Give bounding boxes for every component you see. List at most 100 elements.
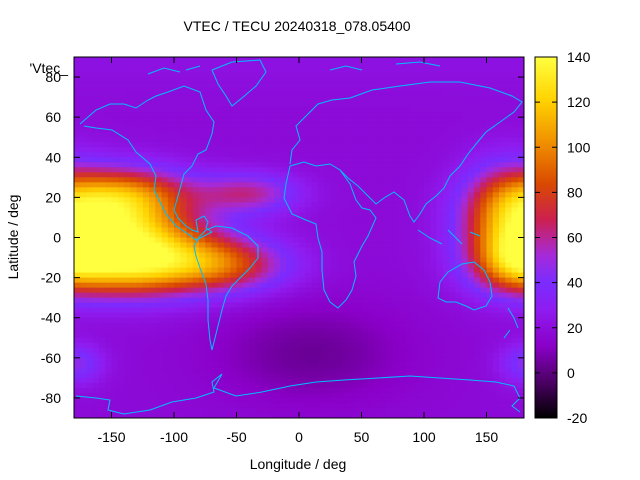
heatmap-cell bbox=[342, 307, 350, 314]
heatmap-cell bbox=[449, 87, 456, 93]
heatmap-cell bbox=[130, 357, 138, 364]
heatmap-cell bbox=[199, 267, 206, 274]
heatmap-cell bbox=[99, 222, 106, 229]
heatmap-cell bbox=[255, 272, 263, 279]
heatmap-cell bbox=[467, 112, 475, 118]
heatmap-cell bbox=[342, 167, 350, 173]
heatmap-cell bbox=[367, 177, 375, 183]
heatmap-cell bbox=[474, 192, 481, 198]
heatmap-cell bbox=[74, 62, 81, 68]
heatmap-cell bbox=[511, 377, 519, 384]
heatmap-cell bbox=[149, 122, 156, 128]
heatmap-cell bbox=[180, 112, 188, 118]
heatmap-cell bbox=[392, 77, 400, 83]
heatmap-cell bbox=[74, 107, 81, 113]
heatmap-cell bbox=[499, 242, 506, 249]
heatmap-cell bbox=[317, 397, 325, 404]
heatmap-cell bbox=[255, 187, 263, 193]
heatmap-cell bbox=[80, 97, 88, 103]
heatmap-cell bbox=[242, 292, 250, 299]
heatmap-cell bbox=[511, 337, 519, 344]
heatmap-cell bbox=[392, 282, 400, 289]
heatmap-cell bbox=[261, 152, 269, 158]
heatmap-cell bbox=[130, 252, 138, 259]
heatmap-cell bbox=[230, 162, 238, 168]
heatmap-cell bbox=[311, 202, 319, 209]
heatmap-cell bbox=[467, 202, 475, 209]
heatmap-cell bbox=[192, 342, 200, 349]
heatmap-cell bbox=[424, 372, 431, 379]
heatmap-cell bbox=[474, 77, 481, 83]
heatmap-cell bbox=[455, 272, 463, 279]
heatmap-cell bbox=[99, 97, 106, 103]
heatmap-cell bbox=[492, 232, 500, 239]
heatmap-cell bbox=[380, 137, 388, 143]
heatmap-cell bbox=[430, 392, 438, 399]
heatmap-cell bbox=[486, 317, 494, 324]
heatmap-cell bbox=[474, 357, 481, 364]
heatmap-cell bbox=[455, 142, 463, 148]
heatmap-cell bbox=[330, 137, 338, 143]
heatmap-cell bbox=[286, 327, 294, 334]
heatmap-cell bbox=[355, 297, 363, 304]
heatmap-cell bbox=[480, 257, 488, 264]
heatmap-cell bbox=[161, 77, 169, 83]
heatmap-cell bbox=[224, 402, 231, 409]
heatmap-cell bbox=[205, 377, 213, 384]
heatmap-cell bbox=[92, 227, 100, 234]
heatmap-cell bbox=[267, 337, 275, 344]
heatmap-cell bbox=[255, 347, 263, 354]
heatmap-cell bbox=[242, 332, 250, 339]
heatmap-cell bbox=[405, 222, 413, 229]
heatmap-cell bbox=[367, 392, 375, 399]
heatmap-cell bbox=[411, 157, 419, 163]
heatmap-cell bbox=[417, 102, 425, 108]
heatmap-cell bbox=[355, 87, 363, 93]
heatmap-cell bbox=[486, 192, 494, 198]
heatmap-cell bbox=[261, 172, 269, 178]
heatmap-cell bbox=[186, 397, 194, 404]
heatmap-cell bbox=[111, 197, 119, 203]
heatmap-cell bbox=[486, 267, 494, 274]
heatmap-cell bbox=[324, 162, 331, 168]
heatmap-cell bbox=[311, 212, 319, 219]
heatmap-cell bbox=[161, 127, 169, 133]
heatmap-cell bbox=[111, 102, 119, 108]
heatmap-cell bbox=[411, 152, 419, 158]
heatmap-cell bbox=[511, 392, 519, 399]
heatmap-cell bbox=[92, 212, 100, 219]
heatmap-cell bbox=[80, 307, 88, 314]
heatmap-cell bbox=[217, 402, 225, 409]
heatmap-cell bbox=[392, 212, 400, 219]
heatmap-cell bbox=[117, 62, 125, 68]
heatmap-cell bbox=[274, 127, 281, 133]
heatmap-cell bbox=[492, 57, 500, 63]
heatmap-cell bbox=[317, 357, 325, 364]
heatmap-cell bbox=[342, 227, 350, 234]
heatmap-cell bbox=[99, 327, 106, 334]
heatmap-cell bbox=[255, 197, 263, 203]
heatmap-cell bbox=[349, 207, 356, 214]
heatmap-cell bbox=[405, 397, 413, 404]
heatmap-cell bbox=[86, 207, 94, 214]
heatmap-cell bbox=[349, 267, 356, 274]
heatmap-cell bbox=[242, 382, 250, 389]
heatmap-cell bbox=[192, 282, 200, 289]
heatmap-cell bbox=[199, 332, 206, 339]
heatmap-cell bbox=[324, 347, 331, 354]
heatmap-cell bbox=[161, 302, 169, 309]
heatmap-cell bbox=[80, 197, 88, 203]
heatmap-cell bbox=[305, 192, 313, 198]
heatmap-cell bbox=[99, 277, 106, 284]
heatmap-cell bbox=[342, 302, 350, 309]
heatmap-cell bbox=[267, 132, 275, 138]
heatmap-cell bbox=[305, 122, 313, 128]
heatmap-cell bbox=[311, 282, 319, 289]
heatmap-cell bbox=[111, 382, 119, 389]
heatmap-cell bbox=[486, 202, 494, 209]
heatmap-cell bbox=[424, 57, 431, 63]
heatmap-cell bbox=[205, 122, 213, 128]
heatmap-cell bbox=[149, 177, 156, 183]
heatmap-cell bbox=[467, 377, 475, 384]
heatmap-cell bbox=[355, 352, 363, 359]
